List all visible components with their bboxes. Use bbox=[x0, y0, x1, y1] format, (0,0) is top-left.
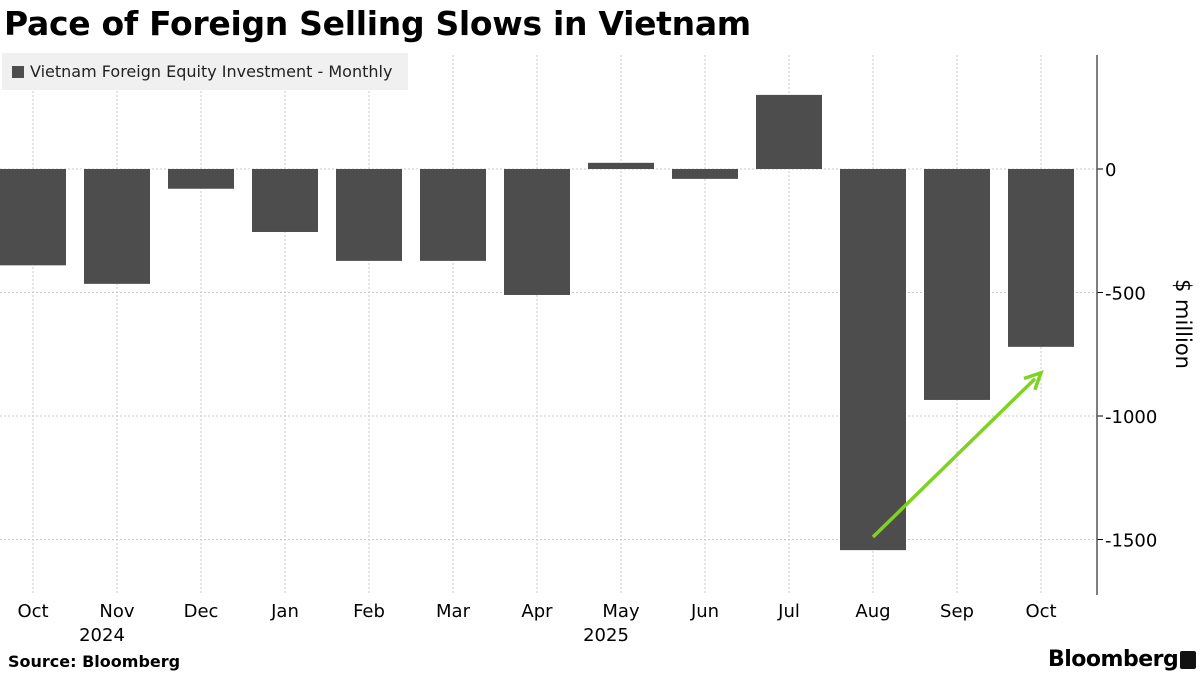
y-tick-label: -500 bbox=[1105, 284, 1146, 305]
x-tick-label: Sep bbox=[940, 601, 974, 622]
bar-apr-6 bbox=[504, 169, 570, 295]
trend-arrow-head bbox=[1023, 369, 1044, 391]
x-tick-label: Jun bbox=[690, 601, 719, 622]
bar-sep-11 bbox=[924, 169, 990, 400]
bar-oct-0 bbox=[0, 169, 66, 266]
x-tick-label: Oct bbox=[17, 601, 48, 622]
x-tick-label: May bbox=[602, 601, 640, 622]
bar-aug-10 bbox=[840, 169, 906, 551]
bar-oct-12 bbox=[1008, 169, 1074, 347]
legend: Vietnam Foreign Equity Investment - Mont… bbox=[2, 53, 408, 90]
bloomberg-logo: Bloomberg bbox=[1048, 647, 1179, 672]
y-tick-label: -1000 bbox=[1105, 407, 1157, 428]
bar-nov-1 bbox=[84, 169, 150, 284]
bar-jun-8 bbox=[672, 169, 738, 179]
y-tick-label: 0 bbox=[1105, 160, 1116, 181]
y-axis-label: $ million bbox=[1171, 279, 1195, 369]
x-tick-label: Jul bbox=[777, 601, 800, 622]
y-tick-label: -1500 bbox=[1105, 531, 1157, 552]
x-tick-label: Oct bbox=[1025, 601, 1056, 622]
x-tick-label: Apr bbox=[521, 601, 553, 622]
trend-arrow bbox=[871, 377, 1037, 539]
x-tick-label: Aug bbox=[855, 601, 890, 622]
bar-mar-5 bbox=[420, 169, 486, 261]
bar-feb-4 bbox=[336, 169, 402, 261]
bar-dec-2 bbox=[168, 169, 234, 189]
x-year-label: 2024 bbox=[79, 625, 125, 646]
bar-jul-9 bbox=[756, 94, 822, 169]
bloomberg-logo-icon bbox=[1180, 651, 1196, 669]
bar-jan-3 bbox=[252, 169, 318, 232]
x-tick-label: Mar bbox=[436, 601, 471, 622]
x-tick-label: Feb bbox=[353, 601, 385, 622]
x-tick-label: Dec bbox=[184, 601, 219, 622]
bar-may-7 bbox=[588, 162, 654, 169]
chart-title: Pace of Foreign Selling Slows in Vietnam bbox=[4, 4, 751, 43]
source-note: Source: Bloomberg bbox=[8, 652, 181, 671]
x-tick-label: Nov bbox=[99, 601, 134, 622]
legend-label: Vietnam Foreign Equity Investment - Mont… bbox=[30, 62, 393, 81]
legend-swatch bbox=[12, 65, 24, 78]
x-year-label: 2025 bbox=[583, 625, 629, 646]
x-tick-label: Jan bbox=[270, 601, 299, 622]
